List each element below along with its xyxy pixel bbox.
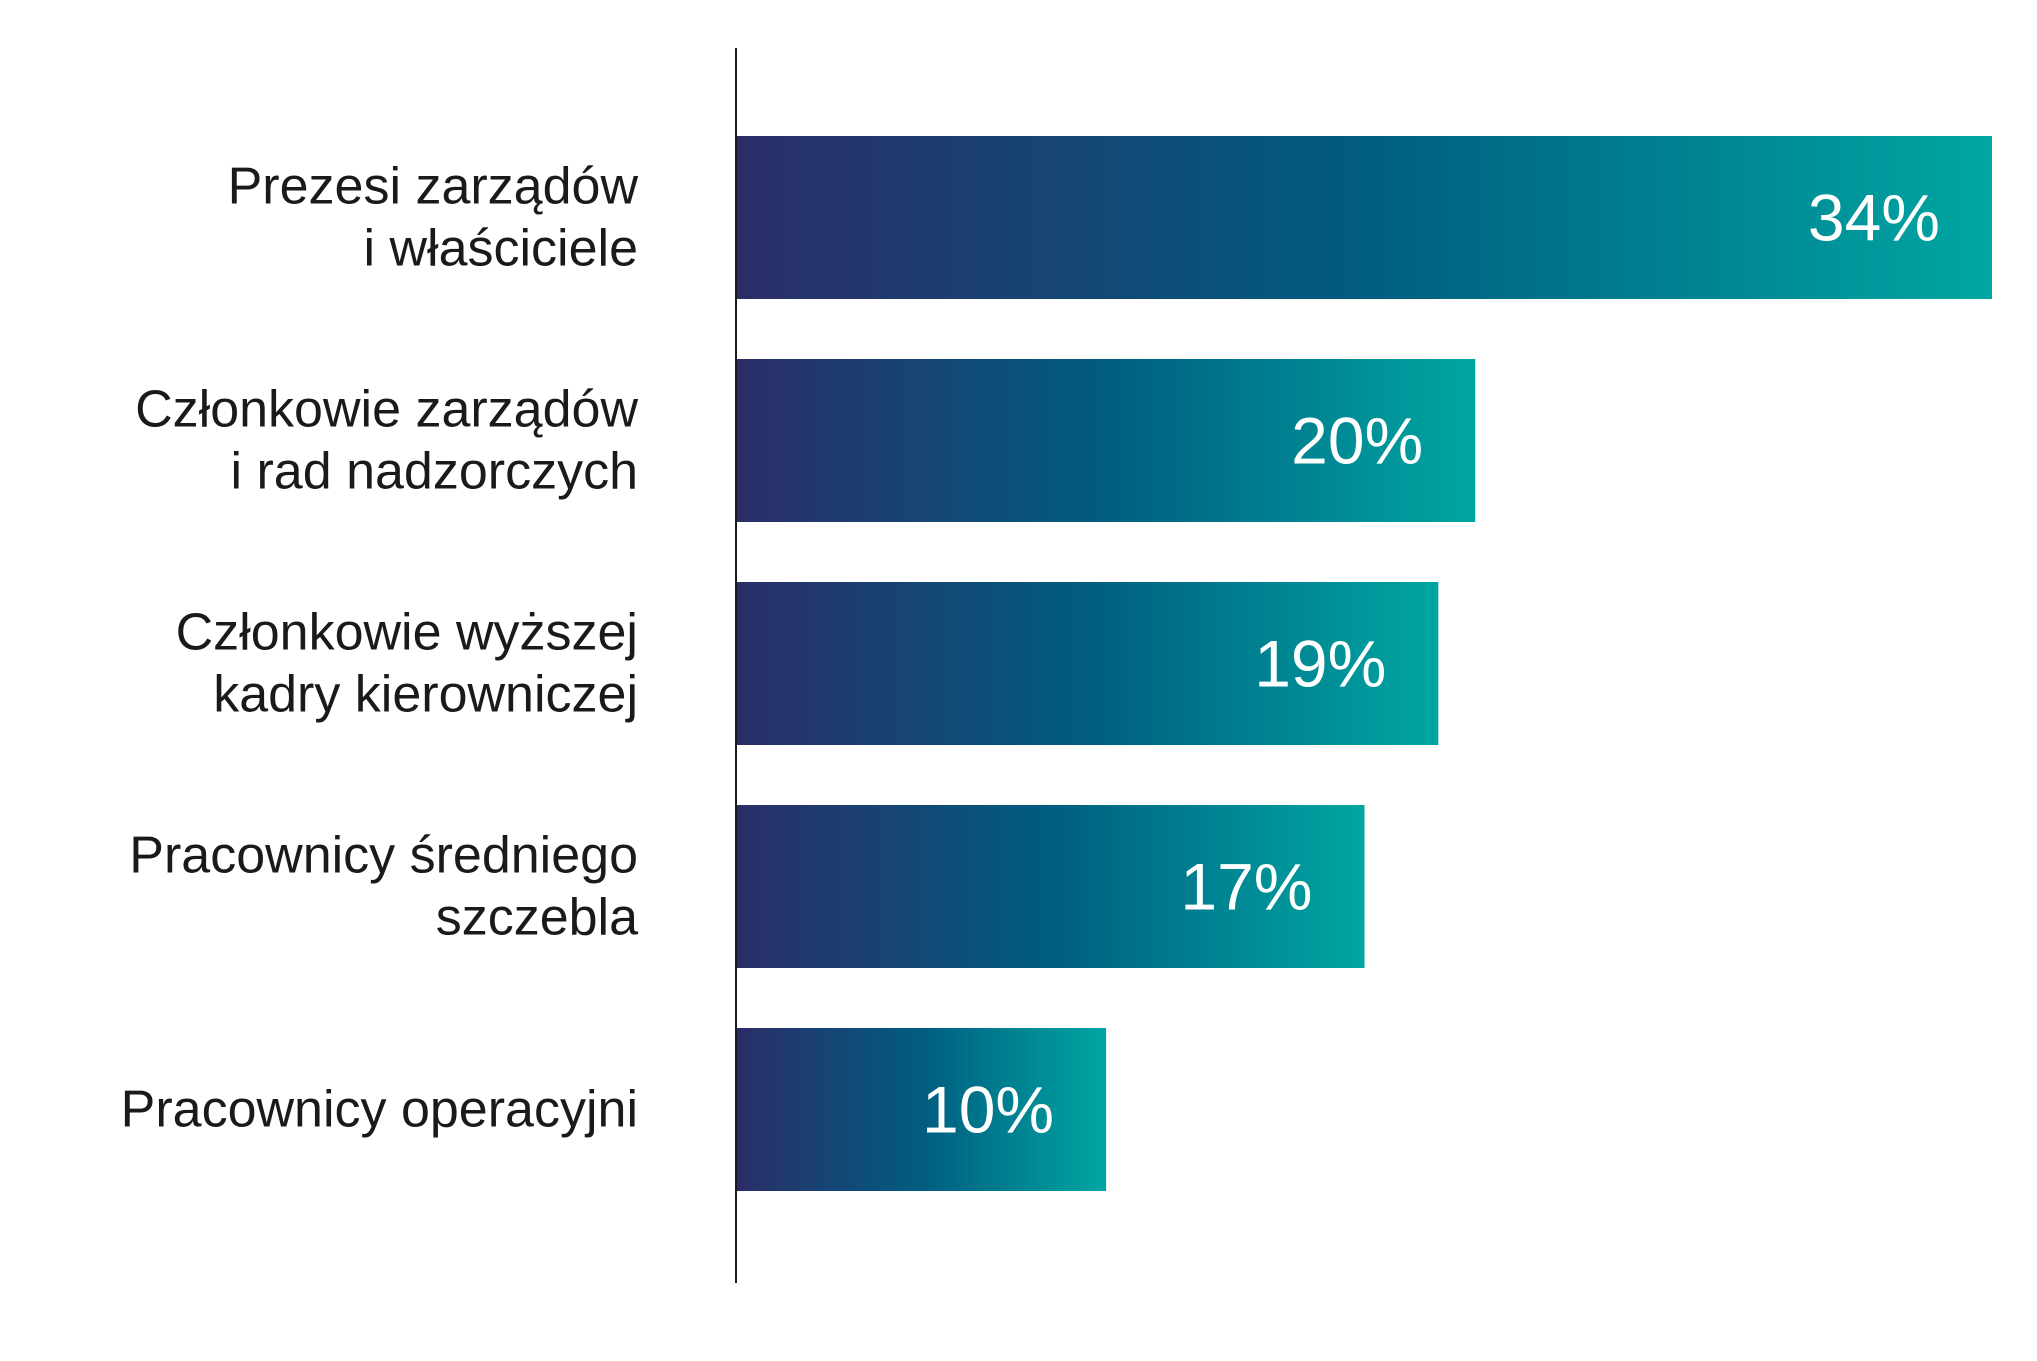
bar-2: [737, 359, 1476, 522]
category-label-5: Pracownicy operacyjni: [121, 1081, 638, 1139]
category-label-line: Członkowie wyższej: [176, 604, 638, 662]
value-label-3: 19%: [1254, 627, 1386, 701]
category-label-line: Pracownicy średniego: [129, 827, 638, 885]
category-label-line: Pracownicy operacyjni: [121, 1081, 638, 1139]
value-label-2: 20%: [1291, 404, 1423, 478]
category-label-line: szczebla: [436, 889, 638, 947]
category-label-2: Członkowie zarządów i rad nadzorczych: [135, 381, 638, 501]
category-labels-group: Prezesi zarządów i właściciele Członkowie …: [121, 158, 639, 1139]
bars-group: [737, 136, 1992, 1191]
value-labels-group: 34% 20% 19% 17% 10%: [922, 181, 1940, 1147]
bar-5: [737, 1028, 1107, 1191]
value-label-4: 17%: [1180, 850, 1312, 924]
category-label-3: Członkowie wyższej kadry kierowniczej: [176, 604, 638, 724]
category-label-4: Pracownicy średniego szczebla: [129, 827, 638, 947]
bar-1: [737, 136, 1992, 299]
value-label-5: 10%: [922, 1073, 1054, 1147]
category-label-line: i właściciele: [363, 220, 638, 278]
category-label-line: kadry kierowniczej: [213, 666, 638, 724]
bar-4: [737, 805, 1365, 968]
category-label-1: Prezesi zarządów i właściciele: [228, 158, 639, 278]
category-label-line: i rad nadzorczych: [230, 443, 638, 501]
value-label-1: 34%: [1808, 181, 1940, 255]
bar-3: [737, 582, 1439, 745]
category-label-line: Członkowie zarządów: [135, 381, 638, 439]
category-label-line: Prezesi zarządów: [228, 158, 639, 216]
